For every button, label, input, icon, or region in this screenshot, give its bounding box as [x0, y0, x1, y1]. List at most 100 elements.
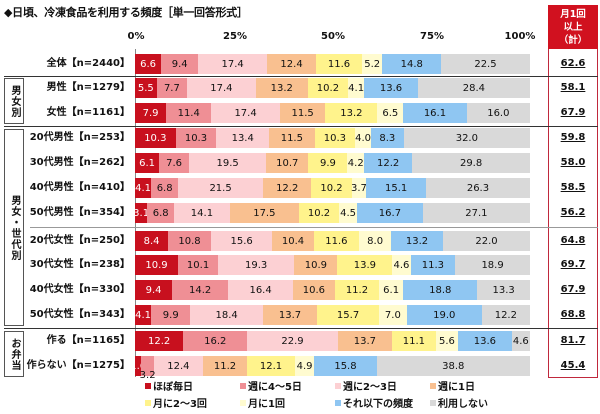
segment-value: 4.2: [347, 157, 364, 169]
legend-swatch-icon: [335, 382, 341, 389]
bar-segment: 10.3: [135, 128, 176, 148]
segment-value: 10.3: [144, 132, 167, 144]
segment-value: 6.1: [139, 157, 155, 169]
row-label: 50代男性【n=354】: [29, 207, 130, 218]
bar-segment: 6.8: [147, 203, 175, 223]
row-label: 作る【n=1165】: [46, 335, 130, 346]
segment-value: 4.1: [135, 182, 152, 194]
summary-value: 64.8: [560, 235, 586, 246]
legend-label: それ以下の頻度: [343, 399, 413, 410]
segment-value: 16.4: [249, 284, 272, 296]
legend-item: 週に2～3日: [335, 378, 397, 393]
segment-value: 16.2: [204, 335, 227, 347]
segment-value: 14.8: [400, 58, 423, 70]
row-label: 40代男性【n=410】: [29, 182, 130, 193]
segment-value: 10.3: [184, 132, 208, 144]
segment-value: 19.3: [245, 259, 268, 271]
group-label-text: 男女別: [9, 84, 20, 118]
bar-segment: 13.7: [262, 305, 318, 325]
summary-column-header: 月1回 以上 （計）: [548, 5, 598, 49]
bar-segment: 26.3: [425, 178, 530, 198]
legend-item: ほぼ毎日: [145, 378, 193, 393]
stacked-bar: 4.1 9.9 18.4 13.7 15.7 7.0 19.0 12.2: [135, 305, 530, 325]
segment-value: 4.6: [512, 335, 529, 347]
bar-segment: 12.1: [247, 356, 295, 376]
legend-label: ほぼ毎日: [153, 382, 193, 393]
bar-segment: 10.1: [178, 255, 219, 275]
bar-segment: 15.1: [366, 178, 426, 198]
segment-value: 10.9: [304, 259, 327, 271]
stacked-bar: 4.1 6.8 21.5 12.2 10.2 3.7 15.1 26.3: [135, 178, 530, 198]
bar-segment: 19.0: [406, 305, 482, 325]
legend-label: 月に1回: [248, 399, 285, 410]
chart-row: 30代男性【n=262】 6.1 7.6 19.5 10.7 9.9 4.2 12.2 29.8…: [0, 153, 600, 173]
legend-swatch-icon: [430, 399, 436, 406]
segment-value: 11.5: [291, 107, 314, 119]
summary-value: 45.4: [560, 360, 586, 371]
segment-value: 10.7: [276, 157, 299, 169]
legend-item: それ以下の頻度: [335, 395, 413, 410]
legend-swatch-icon: [240, 382, 246, 389]
stacked-bar: 12.2 16.2 22.9 13.7 11.1 5.6 13.6 4.6: [135, 331, 530, 351]
legend-label: 月に2～3回: [153, 399, 207, 410]
divider: [4, 126, 598, 127]
summary-value: 58.0: [560, 157, 586, 168]
bar-segment: 32.0: [403, 128, 530, 148]
segment-value: 19.0: [433, 309, 456, 321]
segment-value: 7.0: [384, 309, 401, 321]
x-tick: 25%: [223, 31, 247, 42]
segment-value: 4.1: [348, 82, 365, 94]
bar-segment: 11.3: [410, 255, 456, 275]
summary-value: 58.1: [560, 82, 586, 93]
bar-segment: 12.2: [135, 331, 184, 351]
segment-value: 10.2: [320, 182, 343, 194]
bar-segment: 15.6: [210, 231, 273, 251]
bar-segment: 11.6: [316, 54, 362, 74]
bar-segment: 10.8: [168, 231, 211, 251]
segment-value: 13.7: [278, 309, 302, 321]
legend-label: 週に2～3日: [343, 382, 397, 393]
bar-segment: 3.2: [140, 356, 156, 381]
bar-segment: 10.7: [266, 153, 309, 173]
summary-value: 62.6: [560, 58, 586, 69]
bar-segment: 6.1: [135, 153, 160, 173]
bar-segment: 5.6: [435, 331, 458, 351]
summary-value: 59.8: [560, 132, 586, 143]
summary-value: 56.2: [560, 207, 586, 218]
segment-value: 11.3: [421, 259, 445, 271]
legend-swatch-icon: [240, 399, 246, 406]
bar-segment: 21.5: [178, 178, 264, 198]
segment-value: 9.4: [145, 284, 162, 296]
bar-segment: 9.4: [135, 280, 173, 300]
segment-value: 29.8: [459, 157, 483, 169]
segment-value: 22.5: [474, 58, 497, 70]
bar-segment: 10.3: [314, 128, 356, 148]
bar-segment: 13.7: [337, 331, 392, 351]
bar-segment: 29.8: [412, 153, 530, 173]
legend-item: 月に1回: [240, 395, 285, 410]
segment-value: 11.2: [345, 284, 369, 296]
bar-segment: 11.6: [313, 231, 360, 251]
row-label: 20代女性【n=250】: [29, 235, 130, 246]
chart-row: 作る【n=1165】 12.2 16.2 22.9 13.7 11.1 5.6 13.6 4.6…: [0, 331, 600, 351]
bar-segment: 11.1: [391, 331, 436, 351]
summary-header-line: 以上: [563, 22, 583, 33]
chart-row: 女性【n=1161】 7.9 11.4 17.4 11.5 13.2 6.5 16.1 16.0…: [0, 103, 600, 123]
segment-value: 10.2: [307, 207, 331, 219]
bar-segment: 13.6: [364, 78, 418, 98]
bar-segment: 10.9: [135, 255, 179, 275]
segment-value: 10.4: [281, 235, 305, 247]
bar-segment: 4.9: [294, 356, 315, 376]
bar-segment: 10.2: [311, 178, 352, 198]
segment-value: 11.5: [280, 132, 303, 144]
summary-value: 67.9: [560, 107, 586, 118]
bar-segment: 5.5: [135, 78, 157, 98]
segment-value: 11.6: [325, 235, 348, 247]
bar-segment: 12.4: [153, 356, 203, 376]
bar-segment: 11.5: [279, 103, 326, 123]
segment-value: 12.1: [259, 360, 283, 372]
x-tick: 0%: [127, 31, 145, 42]
segment-value: 10.3: [323, 132, 346, 144]
summary-header-line: 月1回: [560, 9, 586, 20]
bar-segment: 4.6: [511, 331, 530, 351]
